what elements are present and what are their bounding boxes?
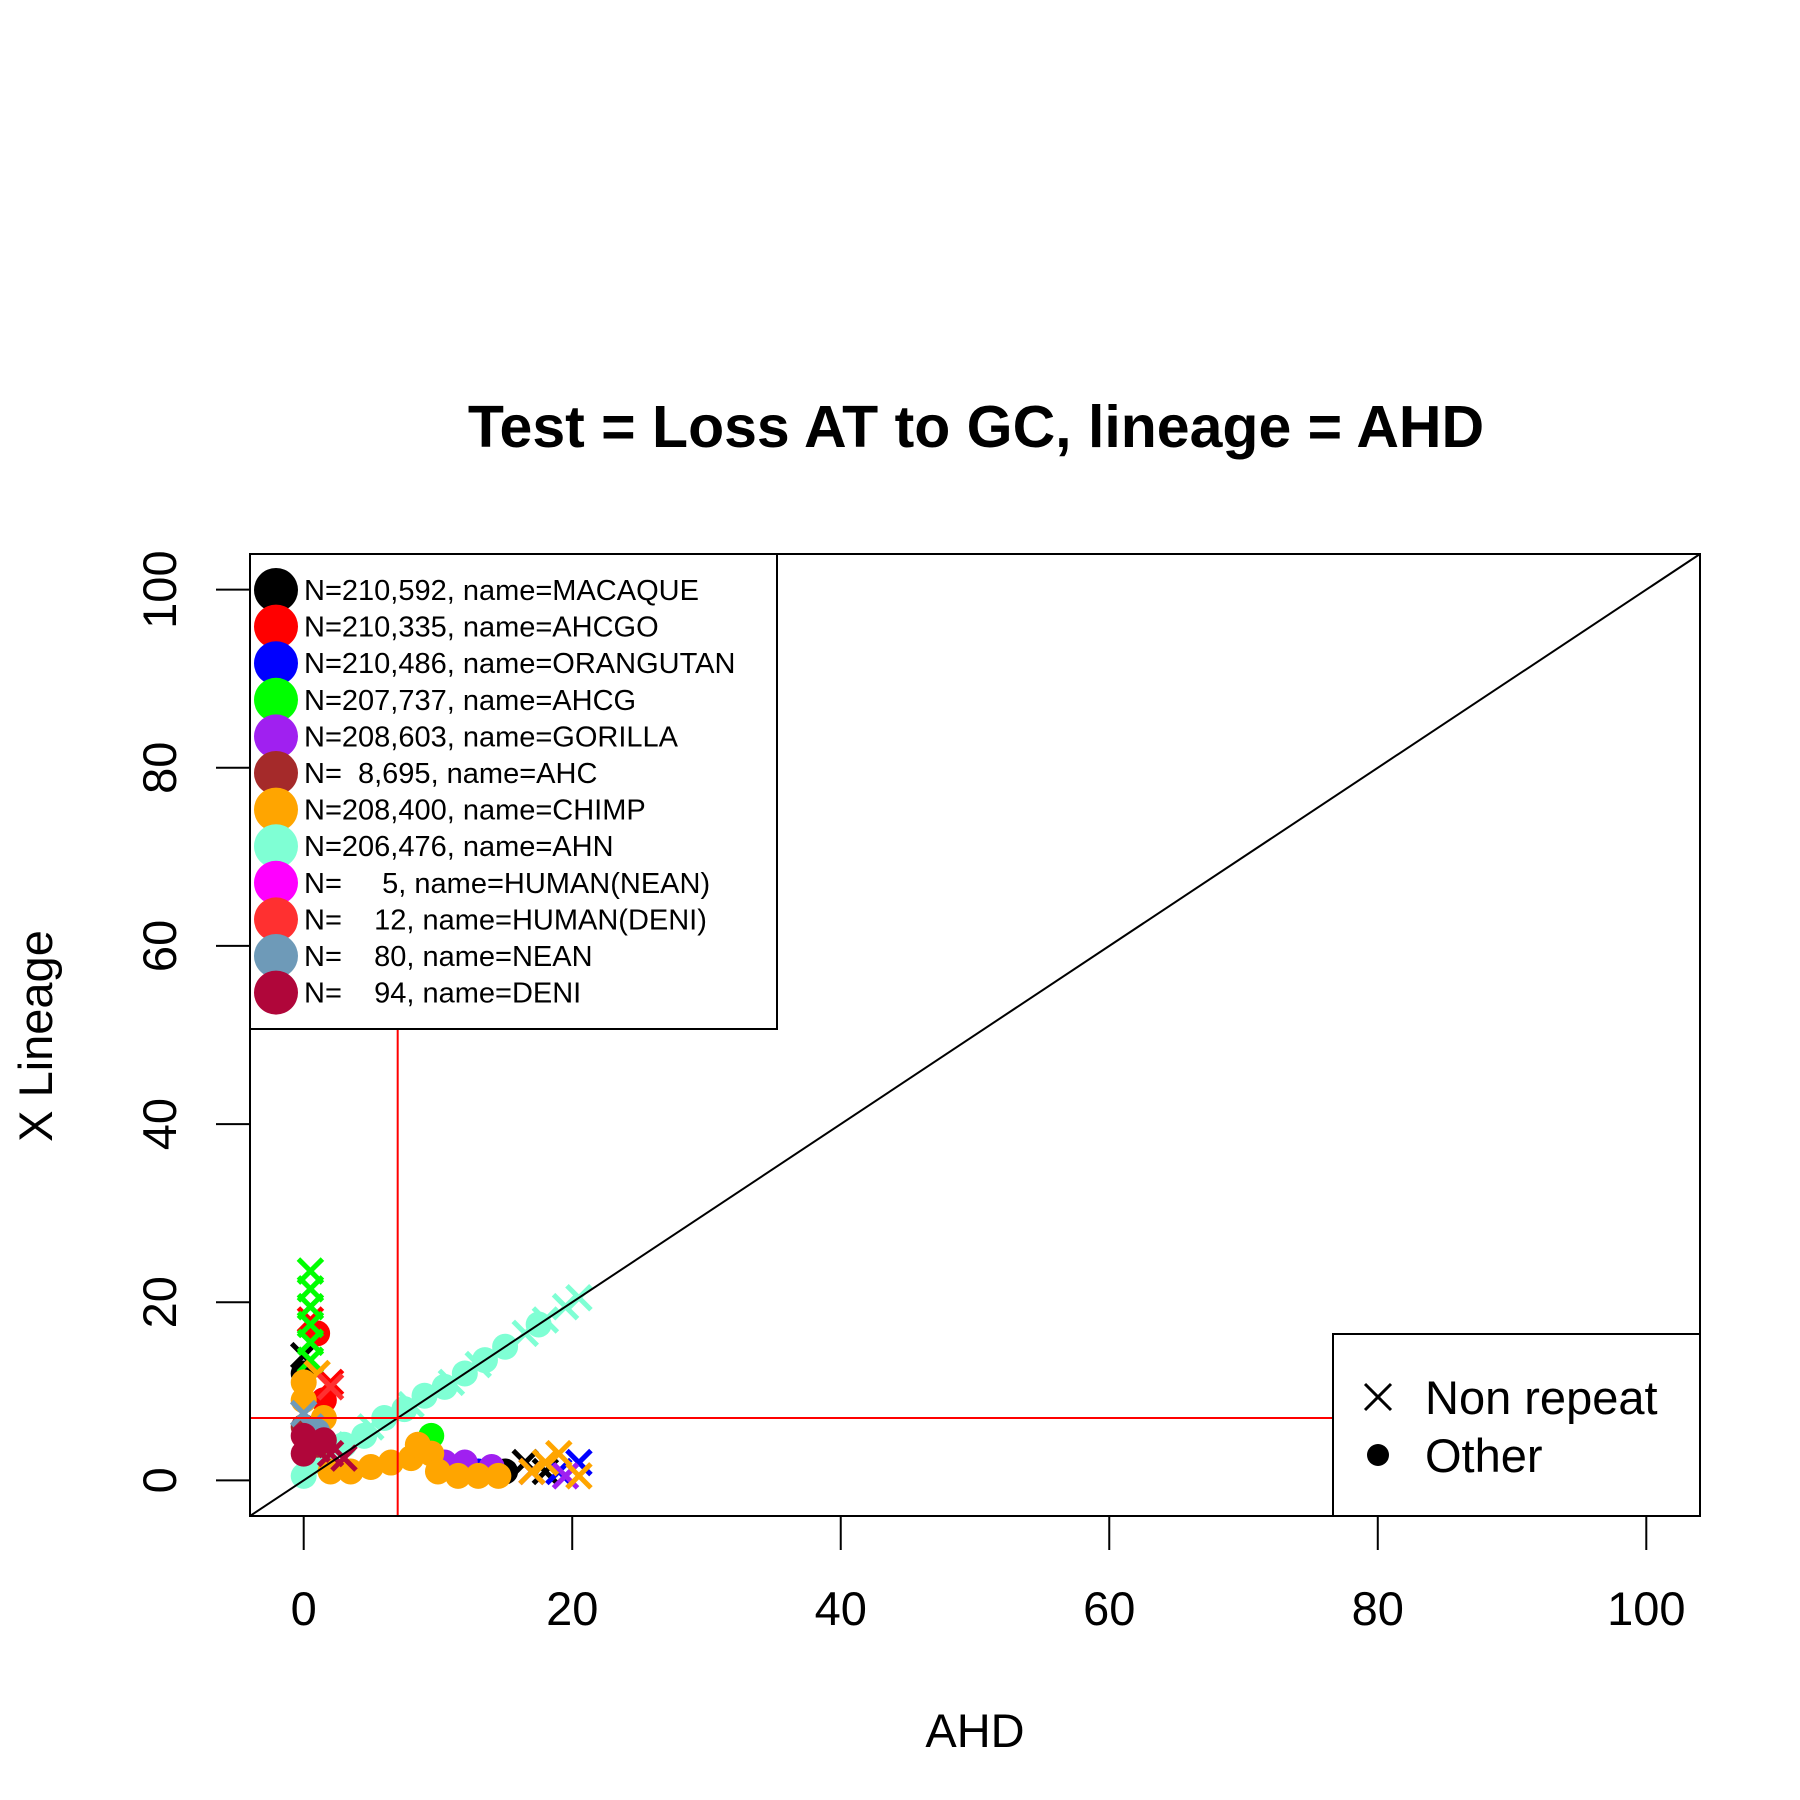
data-point-cross xyxy=(531,1448,560,1477)
data-point-dot xyxy=(424,1458,451,1485)
marker-legend-box xyxy=(1332,1333,1701,1517)
cross-stroke xyxy=(565,1462,593,1490)
y-tick-label: 20 xyxy=(133,1276,186,1328)
lineage-legend: N=210,592, name=MACAQUE N=210,335, name=A… xyxy=(249,553,778,1030)
data-point-dot xyxy=(465,1462,492,1489)
cross-stroke xyxy=(296,1346,325,1374)
y-axis-label: X Lineage xyxy=(9,930,62,1142)
data-point-cross xyxy=(330,1444,358,1472)
lineage-legend-items: N=210,592, name=MACAQUE N=210,335, name=A… xyxy=(254,568,735,1015)
legend-label: N= 80, name=NEAN xyxy=(304,941,593,973)
legend-swatch xyxy=(254,604,298,649)
data-point-cross xyxy=(296,1346,325,1374)
data-point-cross xyxy=(316,1373,345,1401)
data-point-dot xyxy=(411,1382,438,1409)
chart-title: Test = Loss AT to GC, lineage = AHD xyxy=(468,394,1484,460)
legend-entry: N= 94, name=DENI xyxy=(254,970,581,1015)
legend-swatch xyxy=(254,677,298,722)
cross-stroke xyxy=(397,1390,425,1419)
marker-legend-label: Other xyxy=(1425,1429,1543,1482)
data-point-dot xyxy=(445,1462,472,1489)
legend-entry: N=208,603, name=GORILLA xyxy=(254,714,679,759)
cross-stroke xyxy=(518,1457,546,1486)
legend-swatch xyxy=(254,568,298,612)
data-point-cross xyxy=(565,1462,593,1490)
legend-swatch xyxy=(254,860,298,905)
cross-stroke xyxy=(330,1444,358,1472)
legend-entry: N= 80, name=NEAN xyxy=(254,934,593,978)
data-point-dot xyxy=(310,1387,337,1414)
lineage-legend-box xyxy=(249,553,778,1030)
legend-entry: N= 8,695, name=AHC xyxy=(254,751,597,795)
x-tick-label: 40 xyxy=(815,1582,867,1635)
cross-stroke xyxy=(289,1399,318,1428)
cross-stroke xyxy=(316,1439,345,1468)
legend-entry: N=207,737, name=AHCG xyxy=(254,677,636,722)
legend-entry: N=206,476, name=AHN xyxy=(254,824,614,869)
data-point-cross xyxy=(545,1439,573,1468)
y-tick-label: 40 xyxy=(133,1098,186,1150)
legend-swatch xyxy=(254,970,298,1015)
legend-entry: N=210,335, name=AHCGO xyxy=(254,604,659,649)
legend-label: N=207,737, name=AHCG xyxy=(304,685,636,717)
dot-icon xyxy=(1367,1444,1389,1466)
legend-label: N=206,476, name=AHN xyxy=(304,831,614,863)
marker-legend-label: Non repeat xyxy=(1425,1371,1658,1424)
legend-swatch xyxy=(254,641,298,686)
legend-swatch xyxy=(254,934,298,978)
data-point-dot xyxy=(357,1454,384,1481)
marker-legend-entry: Non repeat xyxy=(1363,1371,1658,1424)
x-tick-label: 0 xyxy=(291,1582,317,1635)
legend-swatch xyxy=(254,751,298,795)
data-point-dot xyxy=(337,1458,364,1485)
y-tick-label: 0 xyxy=(133,1467,186,1493)
legend-label: N= 12, name=HUMAN(DENI) xyxy=(304,904,707,936)
data-point-dot xyxy=(404,1431,431,1458)
data-point-dot xyxy=(290,1462,317,1489)
data-point-dot xyxy=(290,1440,317,1467)
data-point-cross xyxy=(397,1390,425,1419)
legend-label: N=210,335, name=AHCGO xyxy=(304,612,659,644)
x-tick-label: 80 xyxy=(1352,1582,1404,1635)
legend-entry: N=208,400, name=CHIMP xyxy=(254,787,646,832)
legend-swatch xyxy=(254,787,298,832)
legend-entry: N= 5, name=HUMAN(NEAN) xyxy=(254,860,710,905)
legend-label: N= 94, name=DENI xyxy=(304,978,581,1010)
legend-entry: N=210,486, name=ORANGUTAN xyxy=(254,641,735,686)
data-point-cross xyxy=(518,1457,546,1486)
cross-stroke xyxy=(303,1359,331,1388)
x-axis-label: AHD xyxy=(925,1704,1024,1757)
legend-swatch xyxy=(254,897,298,942)
legend-label: N= 5, name=HUMAN(NEAN) xyxy=(304,868,710,900)
data-points-layer xyxy=(289,1257,593,1490)
y-tick-label: 100 xyxy=(133,550,186,628)
cross-stroke xyxy=(316,1373,345,1401)
cross-stroke xyxy=(531,1448,560,1477)
x-tick-label: 100 xyxy=(1607,1582,1685,1635)
y-tick-label: 80 xyxy=(133,742,186,794)
data-point-dot xyxy=(290,1387,317,1414)
y-tick-label: 60 xyxy=(133,920,186,972)
x-tick-label: 60 xyxy=(1083,1582,1135,1635)
diagonal-reference-line xyxy=(249,553,1701,1517)
cross-stroke xyxy=(545,1439,573,1468)
legend-label: N= 8,695, name=AHC xyxy=(304,758,597,790)
legend-entry: N= 12, name=HUMAN(DENI) xyxy=(254,897,707,942)
legend-entry: N=210,592, name=MACAQUE xyxy=(254,568,699,612)
x-tick-label: 20 xyxy=(546,1582,598,1635)
data-point-dot xyxy=(290,1369,317,1396)
legend-label: N=208,400, name=CHIMP xyxy=(304,795,646,827)
data-point-dot xyxy=(310,1427,337,1454)
data-point-dot xyxy=(485,1462,512,1489)
legend-label: N=210,592, name=MACAQUE xyxy=(304,575,699,607)
legend-swatch xyxy=(254,824,298,869)
legend-label: N=208,603, name=GORILLA xyxy=(304,721,679,753)
legend-swatch xyxy=(254,714,298,759)
cross-icon xyxy=(1363,1382,1393,1412)
marker-legend-entry: Other xyxy=(1367,1429,1543,1482)
legend-label: N=210,486, name=ORANGUTAN xyxy=(304,648,735,680)
